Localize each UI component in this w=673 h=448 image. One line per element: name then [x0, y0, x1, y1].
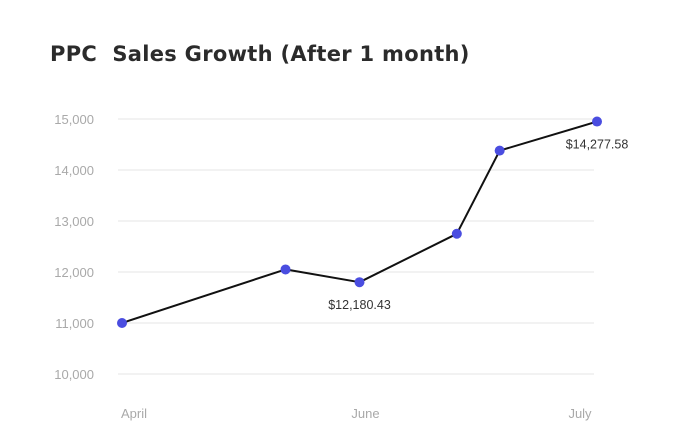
series-line: [121, 120, 598, 324]
data-point: [280, 264, 291, 275]
grid-lines: [118, 118, 594, 375]
data-point: [592, 116, 602, 127]
y-tick-label: 15,000: [54, 112, 94, 127]
x-tick-label: June: [351, 406, 379, 421]
data-point: [451, 228, 462, 239]
x-tick-label: July: [568, 406, 592, 421]
data-label: $12,180.43: [328, 298, 391, 312]
y-tick-label: 13,000: [54, 214, 94, 229]
data-point: [117, 318, 127, 328]
data-label: $14,277.58: [566, 138, 629, 152]
y-tick-label: 12,000: [54, 265, 94, 280]
data-point: [494, 145, 505, 156]
y-tick-label: 11,000: [55, 316, 94, 331]
chart-title: PPC Sales Growth (After 1 month): [50, 42, 470, 66]
data-labels: $12,180.43 $14,277.58: [328, 138, 628, 313]
x-tick-label: April: [121, 406, 147, 421]
y-tick-label: 10,000: [54, 367, 94, 382]
data-point: [354, 277, 365, 288]
data-points: [117, 116, 602, 328]
y-tick-label: 14,000: [54, 163, 94, 178]
y-axis-labels: 10,000 11,000 12,000 13,000 14,000 15,000: [54, 112, 94, 382]
x-axis-labels: April June July: [121, 406, 592, 421]
